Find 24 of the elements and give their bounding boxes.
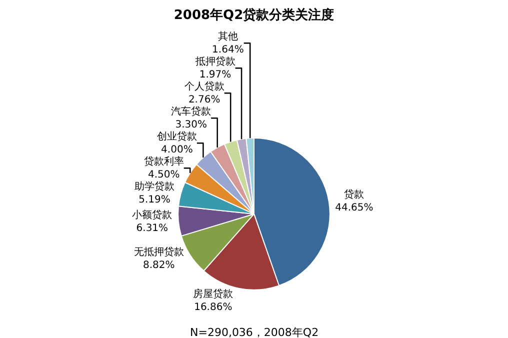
slice-label: 小额贷款 bbox=[132, 208, 172, 221]
data-label: 8.82% bbox=[142, 260, 175, 272]
slice-label: 房屋贷款 bbox=[193, 288, 234, 300]
slice-label: 贷款利率 bbox=[144, 156, 184, 168]
data-label: 5.19% bbox=[138, 194, 170, 206]
data-label: 2.76% bbox=[188, 94, 220, 106]
slice-label: 无抵押贷款 bbox=[134, 246, 184, 258]
slice-label: 创业贷款 bbox=[156, 130, 197, 143]
slice-label: 其他 bbox=[218, 30, 238, 43]
data-label: 4.50% bbox=[148, 170, 180, 181]
text: N=290,036，2008年Q2 bbox=[190, 326, 319, 338]
slice-label: 汽车贷款 bbox=[171, 106, 212, 118]
slice-label: 助学贷款 bbox=[134, 180, 174, 193]
data-label: 1.64% bbox=[212, 44, 244, 56]
data-label: 1.97% bbox=[199, 70, 232, 81]
data-label: 4.00% bbox=[161, 144, 193, 156]
data-label: 44.65% bbox=[335, 202, 374, 214]
slice-label: 抵押贷款 bbox=[194, 56, 236, 68]
slice-label: 个人贷款 bbox=[184, 80, 224, 93]
data-label: 16.86% bbox=[194, 302, 232, 313]
chart-title: 2008年Q2贷款分类关注度 bbox=[174, 7, 334, 24]
data-label: 3.30% bbox=[175, 120, 207, 131]
data-label: 6.31% bbox=[136, 222, 168, 234]
slice-label: 贷款 bbox=[344, 188, 364, 200]
